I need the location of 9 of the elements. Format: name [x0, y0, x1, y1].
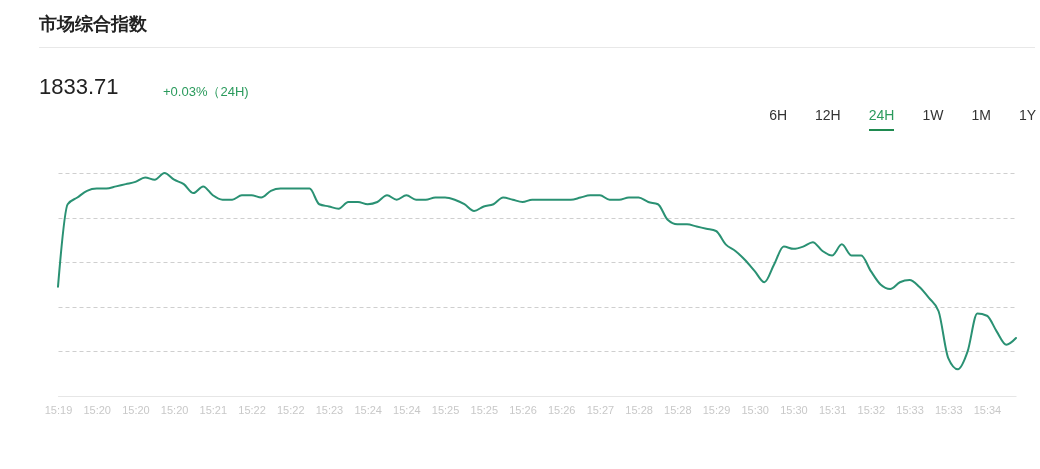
text: 1W: [922, 106, 944, 125]
chart-title: 市场综合指数: [39, 13, 147, 36]
text: 24H: [868, 105, 895, 131]
text: 1Y: [1018, 106, 1036, 125]
text: 1833.71: [39, 74, 119, 100]
text: +0.03%（24H): [163, 83, 249, 101]
text: 12H: [815, 106, 841, 125]
text: 1M: [971, 106, 991, 125]
text: 6H: [769, 106, 788, 125]
